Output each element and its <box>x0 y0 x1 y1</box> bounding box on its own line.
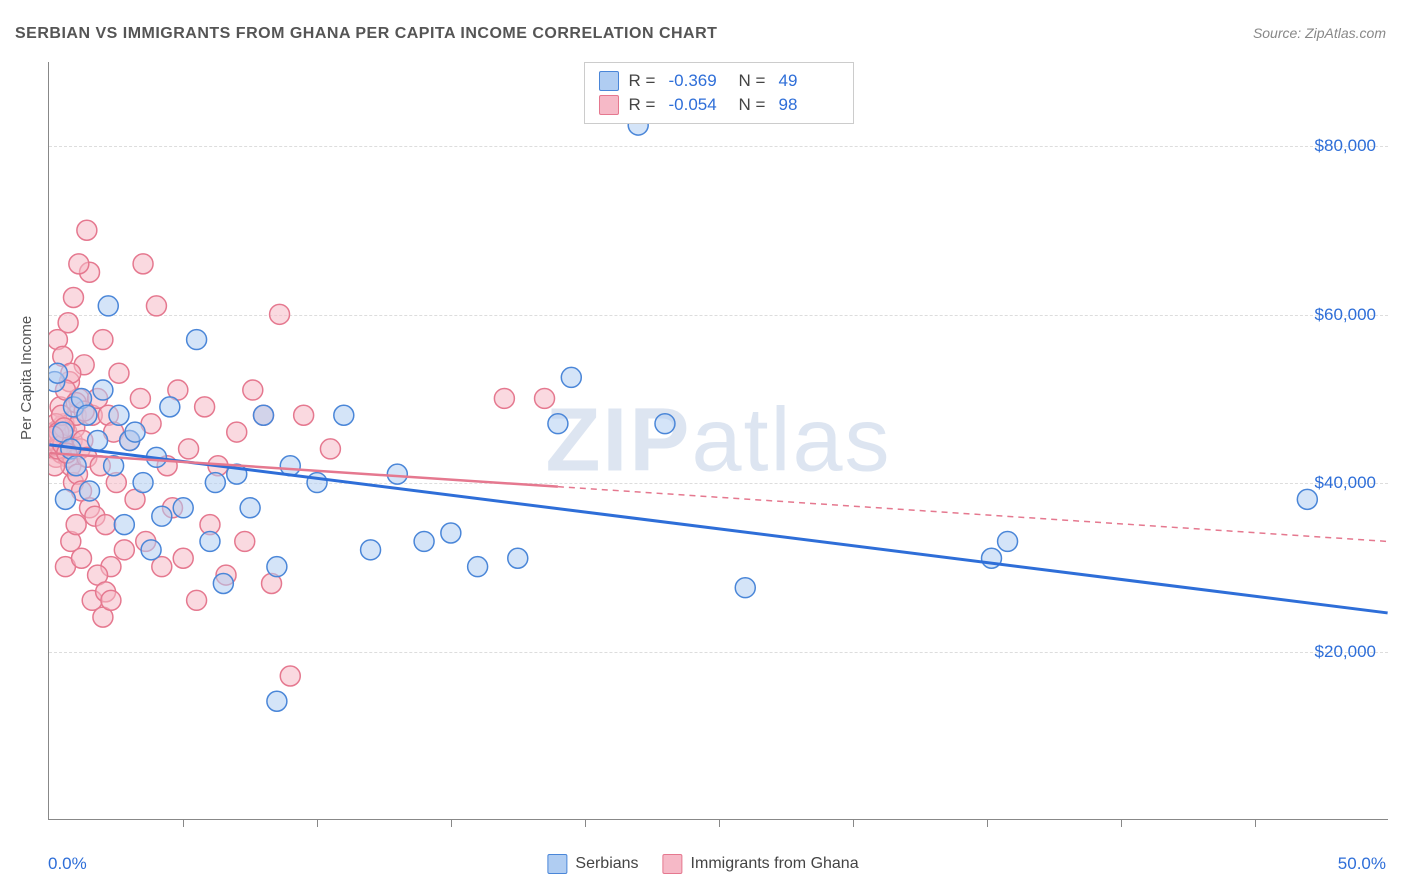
data-point <box>63 288 83 308</box>
data-point <box>270 304 290 324</box>
data-point <box>130 388 150 408</box>
data-point <box>267 557 287 577</box>
plot-svg <box>49 62 1388 819</box>
stats-row-serbians: R = -0.369 N = 49 <box>599 69 839 93</box>
plot-area: ZIPatlas R = -0.369 N = 49 R = -0.054 N … <box>48 62 1388 820</box>
data-point <box>998 531 1018 551</box>
data-point <box>72 548 92 568</box>
data-point <box>133 254 153 274</box>
data-point <box>561 367 581 387</box>
x-axis-max-label: 50.0% <box>1338 854 1386 874</box>
data-point <box>205 473 225 493</box>
y-axis-label: Per Capita Income <box>18 316 35 440</box>
x-tick <box>317 819 318 827</box>
data-point <box>109 363 129 383</box>
swatch-serbians <box>599 71 619 91</box>
data-point <box>195 397 215 417</box>
data-point <box>49 363 67 383</box>
legend-label: Serbians <box>575 855 638 873</box>
x-tick <box>183 819 184 827</box>
data-point <box>96 515 116 535</box>
data-point <box>334 405 354 425</box>
data-point <box>133 473 153 493</box>
data-point <box>114 540 134 560</box>
data-point <box>77 405 97 425</box>
data-point <box>655 414 675 434</box>
data-point <box>141 540 161 560</box>
x-tick <box>987 819 988 827</box>
data-point <box>109 405 129 425</box>
data-point <box>240 498 260 518</box>
data-point <box>152 506 172 526</box>
data-point <box>548 414 568 434</box>
data-point <box>88 431 108 451</box>
data-point <box>441 523 461 543</box>
correlation-chart: SERBIAN VS IMMIGRANTS FROM GHANA PER CAP… <box>0 0 1406 892</box>
data-point <box>187 590 207 610</box>
x-tick <box>585 819 586 827</box>
data-point <box>114 515 134 535</box>
data-point <box>320 439 340 459</box>
data-point <box>173 498 193 518</box>
data-point <box>254 405 274 425</box>
x-tick <box>451 819 452 827</box>
trend-line-dashed <box>558 487 1388 542</box>
data-point <box>93 380 113 400</box>
data-point <box>173 548 193 568</box>
stats-row-ghana: R = -0.054 N = 98 <box>599 93 839 117</box>
data-point <box>98 296 118 316</box>
data-point <box>200 531 220 551</box>
data-point <box>80 481 100 501</box>
data-point <box>468 557 488 577</box>
source-attribution: Source: ZipAtlas.com <box>1253 25 1386 41</box>
swatch-serbians <box>547 854 567 874</box>
data-point <box>508 548 528 568</box>
x-tick <box>719 819 720 827</box>
data-point <box>55 489 75 509</box>
legend-label: Immigrants from Ghana <box>691 855 859 873</box>
swatch-ghana <box>599 95 619 115</box>
x-tick <box>853 819 854 827</box>
data-point <box>235 531 255 551</box>
x-tick <box>1121 819 1122 827</box>
data-point <box>213 574 233 594</box>
data-point <box>307 473 327 493</box>
series-legend: Serbians Immigrants from Ghana <box>547 854 858 874</box>
swatch-ghana <box>663 854 683 874</box>
data-point <box>160 397 180 417</box>
data-point <box>66 515 86 535</box>
data-point <box>66 456 86 476</box>
data-point <box>414 531 434 551</box>
data-point <box>187 330 207 350</box>
data-point <box>179 439 199 459</box>
legend-item-ghana: Immigrants from Ghana <box>663 854 859 874</box>
data-point <box>69 254 89 274</box>
data-point <box>361 540 381 560</box>
legend-item-serbians: Serbians <box>547 854 638 874</box>
data-point <box>125 422 145 442</box>
data-point <box>294 405 314 425</box>
data-point <box>280 666 300 686</box>
data-point <box>267 691 287 711</box>
data-point <box>387 464 407 484</box>
data-point <box>1297 489 1317 509</box>
data-point <box>77 220 97 240</box>
data-point <box>101 590 121 610</box>
data-point <box>535 388 555 408</box>
chart-title: SERBIAN VS IMMIGRANTS FROM GHANA PER CAP… <box>15 25 717 43</box>
data-point <box>243 380 263 400</box>
data-point <box>735 578 755 598</box>
x-tick <box>1255 819 1256 827</box>
stats-legend: R = -0.369 N = 49 R = -0.054 N = 98 <box>584 62 854 124</box>
x-axis-min-label: 0.0% <box>48 854 87 874</box>
data-point <box>494 388 514 408</box>
data-point <box>146 296 166 316</box>
data-point <box>93 330 113 350</box>
data-point <box>227 422 247 442</box>
